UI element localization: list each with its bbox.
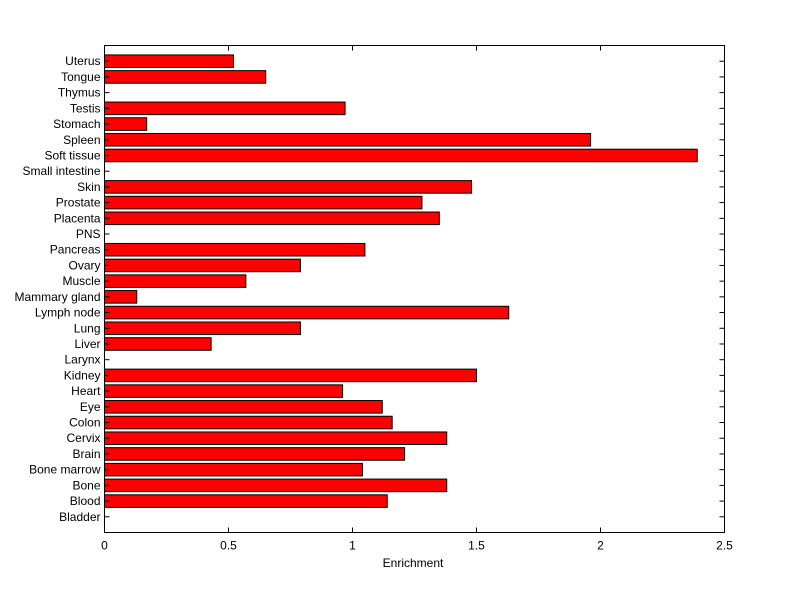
bar-bone-marrow <box>104 462 363 477</box>
x-tick-label: 2 <box>597 539 604 553</box>
category-label-skin: Skin <box>77 180 100 194</box>
category-label-uterus: Uterus <box>65 54 100 68</box>
category-label-kidney: Kidney <box>64 368 101 382</box>
category-label-liver: Liver <box>74 337 100 351</box>
category-label-prostate: Prostate <box>56 196 101 210</box>
category-label-soft-tissue: Soft tissue <box>44 148 100 162</box>
category-label-lymph-node: Lymph node <box>35 306 101 320</box>
x-tick-label: 1.5 <box>468 539 485 553</box>
bar-uterus <box>104 54 234 68</box>
category-label-ovary: Ovary <box>68 258 100 272</box>
x-tick-label: 0.5 <box>220 539 237 553</box>
bar-prostate <box>104 195 423 210</box>
category-label-bladder: Bladder <box>59 510 100 524</box>
category-label-cervix: Cervix <box>66 431 100 445</box>
bar-ovary <box>104 258 301 273</box>
bar-pancreas <box>104 242 366 257</box>
x-tick-label: 0 <box>101 539 108 553</box>
category-label-heart: Heart <box>71 384 101 398</box>
category-label-muscle: Muscle <box>62 274 100 288</box>
category-label-eye: Eye <box>80 400 101 414</box>
x-axis-label: Enrichment <box>383 556 444 570</box>
bar-kidney <box>104 368 477 383</box>
bar-colon <box>104 415 393 430</box>
x-tick-label: 1 <box>349 539 356 553</box>
category-label-spleen: Spleen <box>63 133 100 147</box>
bar-liver <box>104 337 212 351</box>
category-label-colon: Colon <box>69 416 100 430</box>
category-label-small-intestine: Small intestine <box>22 164 100 178</box>
category-label-pancreas: Pancreas <box>50 243 101 257</box>
bar-muscle <box>104 274 247 288</box>
category-label-brain: Brain <box>72 447 100 461</box>
bar-placenta <box>104 211 440 226</box>
bar-heart <box>104 384 344 398</box>
bar-spleen <box>104 132 592 147</box>
bar-bone <box>104 478 448 493</box>
bar-soft-tissue <box>104 148 698 163</box>
category-label-pns: PNS <box>76 227 101 241</box>
category-label-bone: Bone <box>72 478 100 492</box>
bar-eye <box>104 400 383 414</box>
category-label-tongue: Tongue <box>61 70 101 84</box>
category-label-stomach: Stomach <box>53 117 100 131</box>
bar-cervix <box>104 431 448 446</box>
bar-tongue <box>104 70 267 84</box>
bar-testis <box>104 101 346 116</box>
category-label-lung: Lung <box>74 321 101 335</box>
x-axis: 0 0.5 1 1.5 2 2.5 <box>101 45 733 553</box>
bar-lymph-node <box>104 305 510 320</box>
category-label-mammary-gland: Mammary gland <box>14 290 100 304</box>
bar-skin <box>104 180 473 194</box>
bar-lung <box>104 321 301 336</box>
bar-stomach <box>104 117 148 131</box>
category-label-larynx: Larynx <box>64 353 100 367</box>
plot-area-frame <box>104 45 725 533</box>
category-label-bone-marrow: Bone marrow <box>29 463 101 477</box>
bar-brain <box>104 447 406 461</box>
category-label-thymus: Thymus <box>58 86 101 100</box>
category-label-testis: Testis <box>70 101 101 115</box>
bar-blood <box>104 494 388 508</box>
x-tick-label: 2.5 <box>716 539 733 553</box>
bars-group <box>104 54 698 508</box>
category-label-placenta: Placenta <box>54 211 101 225</box>
category-label-blood: Blood <box>70 494 101 508</box>
